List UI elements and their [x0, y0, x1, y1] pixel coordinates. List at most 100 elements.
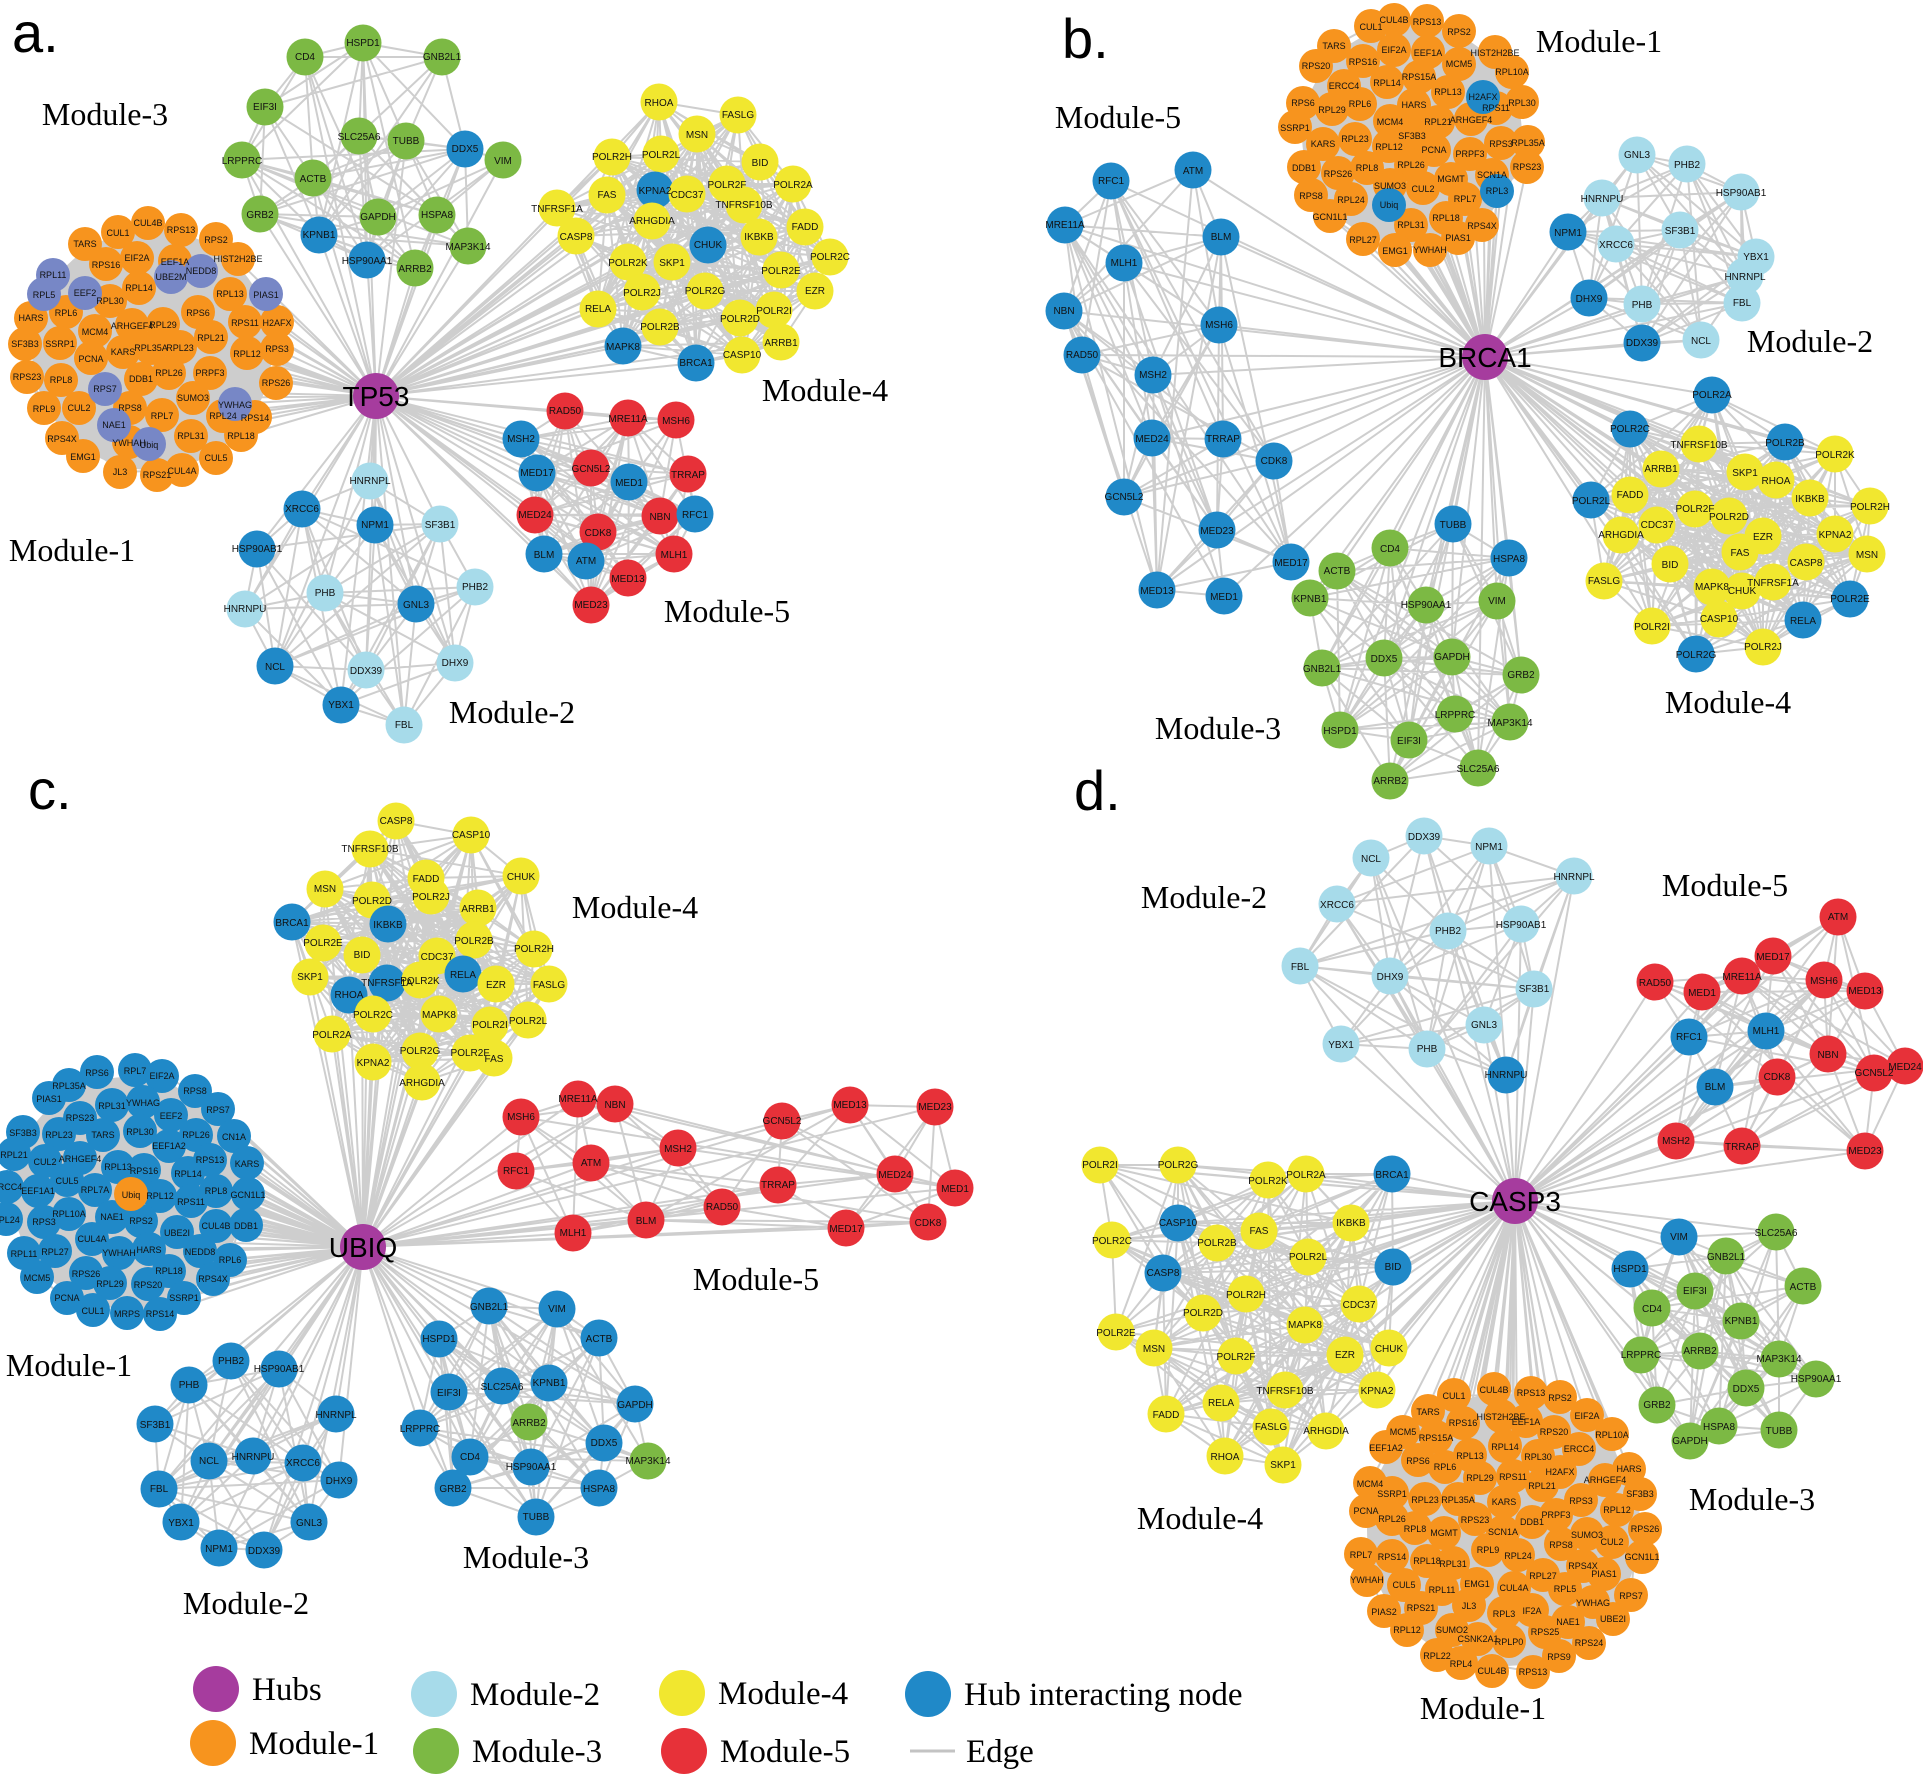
svg-text:Module-1: Module-1 [1420, 1690, 1546, 1726]
svg-text:PIAS1: PIAS1 [36, 1094, 62, 1104]
svg-text:EEF1A1: EEF1A1 [21, 1186, 55, 1196]
svg-text:MED23: MED23 [574, 600, 608, 611]
svg-text:ARRB1: ARRB1 [461, 904, 495, 915]
svg-text:RELA: RELA [1208, 1398, 1234, 1409]
svg-text:GCN1L1: GCN1L1 [230, 1190, 265, 1200]
svg-text:RPL6: RPL6 [55, 308, 78, 318]
svg-text:SKP1: SKP1 [297, 972, 323, 983]
svg-text:NCL: NCL [265, 662, 285, 673]
svg-text:DDX5: DDX5 [591, 1438, 618, 1449]
svg-text:ARHGDIA: ARHGDIA [1303, 1426, 1349, 1437]
svg-text:RPL30: RPL30 [126, 1127, 154, 1137]
svg-text:BRCA1: BRCA1 [1438, 342, 1531, 373]
svg-text:IKBKB: IKBKB [744, 232, 774, 243]
svg-text:MED13: MED13 [611, 574, 645, 585]
svg-text:DHX9: DHX9 [442, 658, 469, 669]
svg-text:RPL30: RPL30 [1524, 1452, 1552, 1462]
svg-text:FBL: FBL [1291, 962, 1310, 973]
svg-text:SUMO3: SUMO3 [1571, 1530, 1603, 1540]
svg-text:RPS8: RPS8 [1549, 1540, 1573, 1550]
svg-text:GCN5L2: GCN5L2 [572, 464, 611, 475]
svg-text:Module-5: Module-5 [664, 593, 790, 629]
svg-text:MAPK8: MAPK8 [606, 342, 640, 353]
svg-text:ARHGEF4: ARHGEF4 [1450, 115, 1493, 125]
svg-text:DDX5: DDX5 [1371, 654, 1398, 665]
svg-text:Ubiq: Ubiq [1380, 200, 1399, 210]
svg-text:POLR2B: POLR2B [454, 936, 494, 947]
svg-text:PRPF3: PRPF3 [1455, 149, 1484, 159]
svg-text:SF3B1: SF3B1 [1519, 984, 1550, 995]
svg-text:POLR2A: POLR2A [1692, 390, 1732, 401]
svg-text:POLR2I: POLR2I [472, 1020, 508, 1031]
svg-text:EEF1A2: EEF1A2 [1369, 1443, 1403, 1453]
svg-text:MSN: MSN [1143, 1344, 1165, 1355]
svg-text:HSPD1: HSPD1 [422, 1334, 456, 1345]
svg-text:RPL18: RPL18 [1432, 213, 1460, 223]
svg-text:POLR2H: POLR2H [592, 152, 632, 163]
svg-text:CHUK: CHUK [694, 240, 723, 251]
svg-text:CUL2: CUL2 [1600, 1537, 1623, 1547]
svg-text:CUL5: CUL5 [1392, 1580, 1415, 1590]
svg-text:RPL14: RPL14 [1373, 78, 1401, 88]
svg-text:POLR2D: POLR2D [720, 314, 760, 325]
svg-text:RELA: RELA [585, 304, 611, 315]
svg-text:CUL4B: CUL4B [1477, 1666, 1506, 1676]
svg-text:VIM: VIM [494, 156, 512, 167]
svg-text:TNFRSF10B: TNFRSF10B [341, 844, 399, 855]
svg-text:MED1: MED1 [941, 1184, 969, 1195]
svg-text:BLM: BLM [636, 1216, 657, 1227]
svg-text:RPS21: RPS21 [1407, 1603, 1436, 1613]
svg-text:RPL12: RPL12 [233, 349, 261, 359]
svg-text:EZR: EZR [1335, 1350, 1355, 1361]
svg-text:DDX39: DDX39 [1408, 832, 1441, 843]
svg-text:DDX5: DDX5 [452, 144, 479, 155]
svg-text:RPL18: RPL18 [1413, 1556, 1441, 1566]
svg-text:RPL35A: RPL35A [1511, 138, 1545, 148]
svg-text:RPL18: RPL18 [155, 1266, 183, 1276]
svg-text:NCL: NCL [199, 1456, 219, 1467]
svg-text:RPL21: RPL21 [197, 333, 225, 343]
svg-text:POLR2D: POLR2D [352, 896, 392, 907]
svg-text:HARS: HARS [1616, 1464, 1641, 1474]
svg-text:EIF3I: EIF3I [1683, 1286, 1707, 1297]
svg-text:BLM: BLM [1705, 1082, 1726, 1093]
svg-text:CHUK: CHUK [1728, 586, 1757, 597]
svg-text:MSH2: MSH2 [1662, 1136, 1690, 1147]
svg-text:MCM5: MCM5 [1446, 59, 1473, 69]
svg-text:POLR2H: POLR2H [514, 944, 554, 955]
svg-text:RPS6: RPS6 [1406, 1456, 1430, 1466]
svg-text:TUBB: TUBB [1766, 1426, 1793, 1437]
svg-text:Module-2: Module-2 [470, 1677, 600, 1713]
svg-text:RPL24: RPL24 [209, 411, 237, 421]
svg-text:MAPK8: MAPK8 [422, 1010, 456, 1021]
svg-text:RPL3: RPL3 [1486, 186, 1509, 196]
svg-text:ERCC4: ERCC4 [0, 1182, 22, 1192]
svg-text:RPS2: RPS2 [1548, 1393, 1572, 1403]
svg-text:MED1: MED1 [1210, 592, 1238, 603]
svg-text:MED1: MED1 [615, 478, 643, 489]
svg-text:HARS: HARS [136, 1245, 161, 1255]
svg-text:NAE1: NAE1 [100, 1212, 124, 1222]
svg-text:YWHAG: YWHAG [1576, 1598, 1610, 1608]
svg-text:PRPF3: PRPF3 [1541, 1510, 1570, 1520]
svg-text:GNL3: GNL3 [1624, 150, 1651, 161]
svg-text:POLR2A: POLR2A [773, 180, 813, 191]
svg-text:SF3B3: SF3B3 [1398, 131, 1426, 141]
svg-text:RPS20: RPS20 [1302, 61, 1331, 71]
svg-text:ARRB2: ARRB2 [398, 264, 432, 275]
svg-text:POLR2E: POLR2E [761, 266, 801, 277]
svg-text:YWHAH: YWHAH [102, 1248, 136, 1258]
svg-text:PIAS1: PIAS1 [1591, 1569, 1617, 1579]
svg-text:YWHAG: YWHAG [126, 1098, 160, 1108]
svg-text:MSH6: MSH6 [662, 416, 690, 427]
svg-text:POLR2G: POLR2G [1676, 650, 1717, 661]
svg-text:DDB1: DDB1 [129, 374, 153, 384]
svg-text:MAP3K14: MAP3K14 [1756, 1354, 1801, 1365]
svg-text:RPS8: RPS8 [183, 1086, 207, 1096]
svg-text:FADD: FADD [1153, 1410, 1180, 1421]
svg-text:NPM1: NPM1 [1554, 228, 1582, 239]
svg-text:RPL21: RPL21 [1424, 117, 1452, 127]
svg-text:HSP90AA1: HSP90AA1 [1401, 600, 1452, 611]
svg-text:TUBB: TUBB [393, 136, 420, 147]
svg-text:POLR2J: POLR2J [623, 288, 661, 299]
